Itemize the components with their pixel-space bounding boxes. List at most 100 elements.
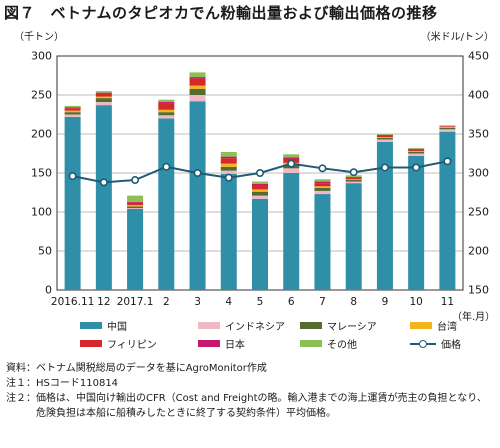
bar-segment <box>408 155 425 290</box>
bar-segment <box>283 157 300 159</box>
price-point <box>287 159 296 168</box>
bar-segment <box>158 99 175 103</box>
note-row: 資料： ベトナム関税総局のデータを基にAgroMonitor作成 <box>6 361 496 376</box>
bar-segment <box>220 173 237 290</box>
price-point <box>380 163 389 172</box>
y-axis-right-ticks: 150 200 250 300 350 400 450 <box>468 50 489 297</box>
price-point <box>443 157 452 166</box>
price-point <box>99 178 108 187</box>
legend-label: 日本 <box>225 340 245 351</box>
bar-segment <box>283 154 300 158</box>
bar-segment <box>158 109 175 113</box>
legend-item: 価格 <box>410 336 500 351</box>
y2-tick-label: 400 <box>468 89 489 102</box>
legend-label: 中国 <box>107 322 127 333</box>
bar-segment <box>283 168 300 173</box>
bar-segment <box>314 183 331 187</box>
chart-canvas: （千トン） （米ドル/トン） 0 50 100 150 200 250 300 150 200… <box>14 30 494 308</box>
y2-tick-label: 450 <box>468 50 489 63</box>
legend-swatch <box>198 322 220 329</box>
x-tick-label: 2016.11 <box>51 296 94 308</box>
x-tick-label: 6 <box>288 296 295 308</box>
bar-segment <box>345 176 362 178</box>
bar-segment <box>158 112 175 116</box>
y2-tick-label: 300 <box>468 167 489 180</box>
legend-item: その他 <box>300 336 410 351</box>
legend-label: その他 <box>327 340 357 351</box>
bar-segment <box>408 149 425 152</box>
bar-segment <box>376 137 393 138</box>
bar-segment <box>408 153 425 156</box>
bar-segment <box>376 134 393 136</box>
bar-segment <box>64 110 81 113</box>
note-row: 注１： HSコード110814 <box>6 376 496 391</box>
price-line-group <box>68 157 452 187</box>
bar-segment <box>95 98 112 103</box>
price-point <box>412 163 421 172</box>
chart-title: 図７ ベトナムのタピオカでん粉輸出量および輸出価格の推移 <box>4 4 438 22</box>
bar-segment <box>64 116 81 290</box>
legend-item: インドネシア <box>198 318 300 333</box>
price-point <box>193 169 202 178</box>
bar-segment <box>158 118 175 291</box>
bar-segment <box>95 93 112 97</box>
bar-segment <box>314 194 331 290</box>
bar-segment <box>127 204 144 207</box>
bar-segment <box>345 181 362 184</box>
note-text: ベトナム関税総局のデータを基にAgroMonitor作成 <box>36 363 267 374</box>
price-point <box>349 168 358 177</box>
bar-segment <box>314 179 331 182</box>
bar-segment <box>314 187 331 191</box>
note-text: 価格は、中国向け輸出のCFR（Cost and Freightの略。輸入港までの… <box>36 393 487 419</box>
y2-tick-label: 200 <box>468 245 489 258</box>
bar-segment <box>220 158 237 164</box>
bar-segment <box>189 72 206 78</box>
price-point <box>255 169 264 178</box>
x-tick-label: 4 <box>225 296 232 308</box>
y-axis-left-unit: （千トン） <box>14 31 64 43</box>
bar-segment <box>439 131 456 290</box>
y-axis-right-unit: （米ドル/トン） <box>421 30 494 43</box>
bar-segment <box>376 134 393 135</box>
bar-segment <box>189 78 206 86</box>
x-tick-label: 3 <box>194 296 201 308</box>
legend: 中国 インドネシア マレーシア 台湾 フィリピン 日本 その他 価格 <box>80 318 500 351</box>
bar-segment <box>314 186 331 188</box>
note-label: 注２： <box>6 393 36 404</box>
bar-segment <box>408 148 425 149</box>
bar-segment <box>127 208 144 209</box>
y2-tick-label: 250 <box>468 206 489 219</box>
bar-segment <box>252 181 268 184</box>
y-tick-label: 0 <box>45 284 52 297</box>
bar-segment <box>127 208 144 290</box>
bar-segment <box>283 173 300 290</box>
price-point <box>224 173 233 182</box>
bar-segment <box>95 102 112 106</box>
bar-segment <box>189 101 206 291</box>
bar-segment <box>64 114 81 117</box>
bar-segment <box>439 127 456 130</box>
note-label: 資料： <box>6 363 36 374</box>
bar-segment <box>95 91 112 93</box>
bar-segment <box>408 151 425 152</box>
x-tick-label: 2017.1 <box>117 296 154 308</box>
bar-segment <box>189 95 206 102</box>
legend-label: マレーシア <box>327 322 377 333</box>
y-tick-label: 50 <box>38 245 52 258</box>
x-tick-label: 9 <box>382 296 389 308</box>
bar-segment <box>158 103 175 110</box>
bar-segment <box>189 85 206 89</box>
bar-segment <box>376 135 393 138</box>
bar-segment <box>345 183 362 290</box>
legend-line-marker <box>410 339 436 349</box>
bar-segment <box>220 163 237 167</box>
legend-label: 価格 <box>441 340 461 351</box>
bar-segment <box>95 96 112 99</box>
y-axis-left-ticks: 0 50 100 150 200 250 300 <box>31 50 52 297</box>
legend-swatch <box>80 340 102 347</box>
legend-item: フィリピン <box>80 336 198 351</box>
bar-segment <box>127 202 144 205</box>
bar-segment <box>252 195 268 199</box>
bar-segment <box>314 181 331 184</box>
bars-group <box>64 72 456 291</box>
